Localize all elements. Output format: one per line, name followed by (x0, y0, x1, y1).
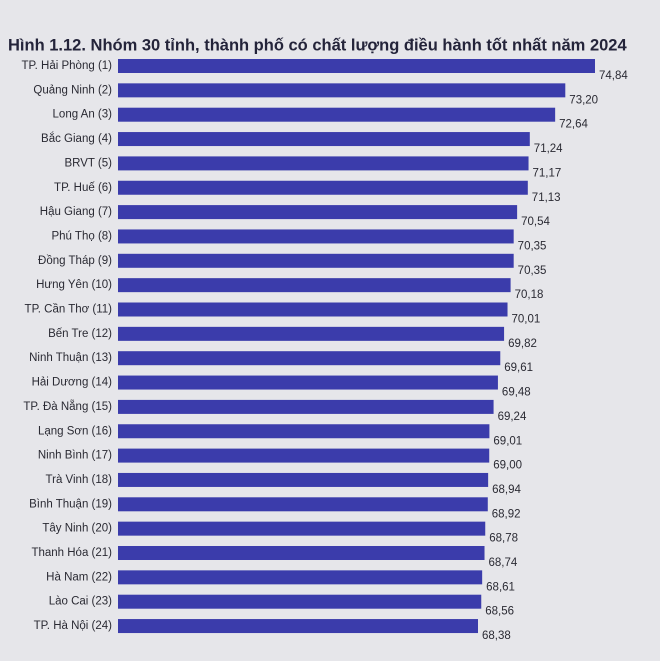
bar (118, 546, 485, 560)
value-label: 69,61 (504, 362, 533, 374)
value-label: 68,78 (489, 533, 518, 545)
category-label: BRVT (5) (64, 157, 112, 169)
bar (118, 59, 595, 73)
category-label: Tây Ninh (20) (42, 523, 112, 535)
bar (118, 424, 490, 439)
category-label: Ninh Bình (17) (38, 450, 112, 462)
bar (118, 180, 528, 195)
bar (118, 448, 490, 463)
bar (118, 570, 483, 585)
bar (118, 497, 488, 512)
bar (118, 107, 556, 122)
value-label: 71,13 (532, 192, 561, 204)
bar (118, 132, 530, 147)
value-label: 71,17 (533, 167, 562, 179)
category-label: Thanh Hóa (21) (31, 547, 112, 559)
value-label: 69,01 (493, 435, 522, 447)
bar (118, 619, 478, 634)
category-label: Hưng Yên (10) (36, 279, 112, 291)
category-label: Long An (3) (53, 109, 113, 121)
value-label: 68,61 (486, 581, 515, 593)
chart-title: Hình 1.12. Nhóm 30 tỉnh, thành phố có ch… (8, 36, 627, 54)
bar (118, 472, 489, 487)
bar (118, 302, 508, 317)
value-label: 68,94 (492, 484, 521, 496)
bar (118, 399, 494, 414)
category-label: Ninh Thuận (13) (29, 352, 112, 364)
bar (118, 594, 482, 609)
value-label: 68,56 (485, 606, 514, 618)
category-label: Đồng Tháp (9) (38, 255, 112, 267)
category-label: Lào Cai (23) (49, 596, 112, 608)
bar (118, 278, 511, 293)
category-label: Hải Dương (14) (32, 377, 113, 389)
value-label: 70,35 (518, 240, 547, 252)
value-label: 73,20 (569, 94, 598, 106)
value-label: 70,01 (512, 314, 541, 326)
bar (118, 326, 505, 341)
value-label: 69,24 (498, 411, 527, 423)
bar (118, 253, 514, 268)
category-label: Bến Tre (12) (48, 328, 112, 340)
bar (118, 229, 514, 244)
bar (118, 156, 529, 171)
category-label: Hậu Giang (7) (40, 206, 112, 218)
value-label: 70,35 (518, 265, 547, 277)
value-label: 68,92 (492, 508, 521, 520)
value-label: 69,00 (493, 460, 522, 472)
category-label: Phú Thọ (8) (51, 230, 112, 242)
category-label: TP. Đà Nẵng (15) (23, 400, 112, 413)
value-label: 71,24 (534, 143, 563, 155)
value-label: 70,54 (521, 216, 550, 228)
bar (118, 521, 486, 536)
value-label: 69,48 (502, 387, 531, 399)
category-label: Lạng Sơn (16) (38, 425, 112, 437)
category-label: TP. Hải Phòng (1) (21, 60, 112, 72)
category-label: Trà Vinh (18) (46, 474, 113, 486)
value-label: 68,38 (482, 630, 511, 642)
value-label: 68,74 (489, 557, 518, 569)
category-label: TP. Hà Nội (24) (34, 620, 113, 632)
category-label: Hà Nam (22) (46, 571, 112, 583)
value-label: 70,18 (515, 289, 544, 301)
category-label: TP. Huế (6) (54, 182, 112, 194)
category-label: TP. Cần Thơ (11) (25, 304, 113, 316)
value-label: 72,64 (559, 119, 588, 131)
bar (118, 351, 501, 366)
bar (118, 83, 566, 98)
value-label: 69,82 (508, 338, 537, 350)
category-label: Quảng Ninh (2) (33, 84, 112, 96)
bar (118, 375, 498, 390)
bar (118, 205, 518, 220)
value-label: 74,84 (599, 70, 628, 82)
category-label: Bình Thuận (19) (29, 498, 112, 510)
category-label: Bắc Giang (4) (41, 132, 112, 145)
